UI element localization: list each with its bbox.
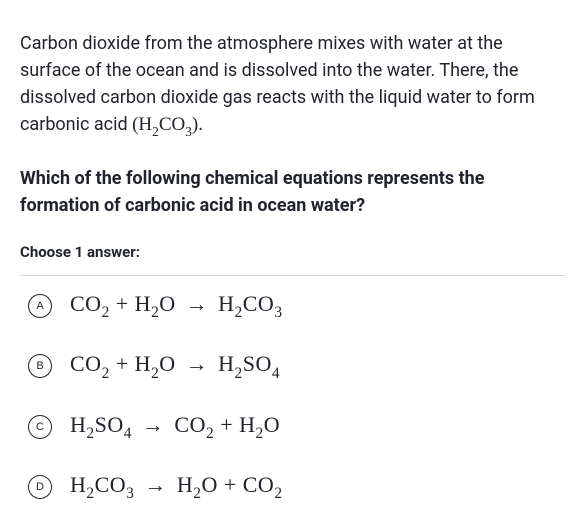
choose-label: Choose 1 answer: [20, 243, 565, 261]
radio-a[interactable]: A [28, 294, 52, 318]
formula-d: H2CO3 → H2O + CO2 [70, 472, 283, 502]
radio-c[interactable]: C [28, 415, 52, 439]
radio-b[interactable]: B [28, 354, 52, 378]
option-c[interactable]: C H2SO4 → CO2 + H2O [20, 397, 565, 457]
formula-a: CO2 + H2O → H2CO3 [70, 291, 283, 321]
option-d[interactable]: D H2CO3 → H2O + CO2 [20, 457, 565, 517]
intro-paragraph: Carbon dioxide from the atmosphere mixes… [20, 30, 565, 141]
options-list: A CO2 + H2O → H2CO3 B CO2 + H2O → H2SO4 … [20, 275, 565, 518]
formula-b: CO2 + H2O → H2SO4 [70, 351, 280, 381]
question-text: Which of the following chemical equation… [20, 165, 565, 219]
radio-d[interactable]: D [28, 475, 52, 499]
carbonic-acid-formula: (H2CO3). [132, 114, 203, 135]
option-b[interactable]: B CO2 + H2O → H2SO4 [20, 336, 565, 396]
option-a[interactable]: A CO2 + H2O → H2CO3 [20, 276, 565, 336]
formula-c: H2SO4 → CO2 + H2O [70, 412, 280, 442]
intro-text: Carbon dioxide from the atmosphere mixes… [20, 33, 535, 135]
